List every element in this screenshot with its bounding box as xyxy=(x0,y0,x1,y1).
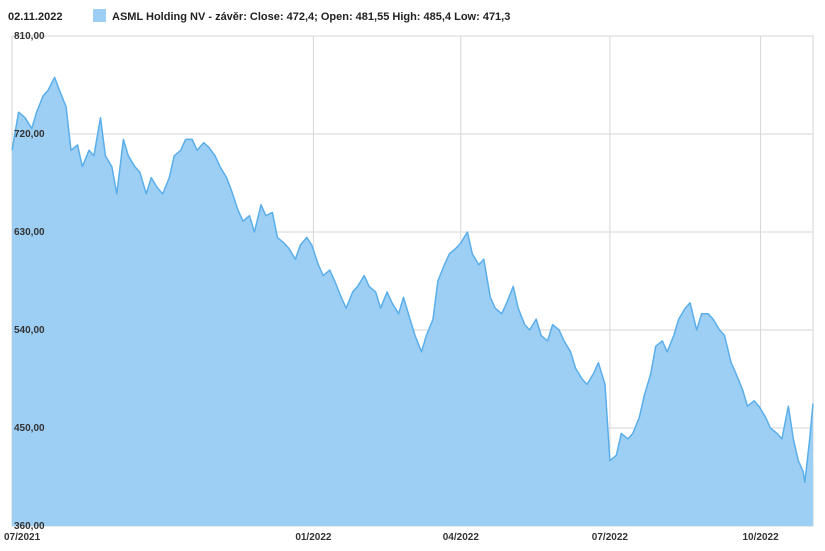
y-tick-label: 540,00 xyxy=(14,325,45,336)
price-area xyxy=(11,76,814,527)
x-tick-label: 07/2022 xyxy=(592,532,629,543)
legend-text: ASML Holding NV - závěr: Close: 472,4; O… xyxy=(112,11,510,23)
legend-swatch xyxy=(93,9,106,22)
series-area xyxy=(12,77,813,527)
y-tick-label: 720,00 xyxy=(14,129,45,140)
chart-date: 02.11.2022 xyxy=(8,11,62,23)
y-tick-label: 630,00 xyxy=(14,227,45,238)
y-axis-ticks: 810,00 720,00 630,00 540,00 450,00 360,00 xyxy=(14,31,45,532)
x-tick-label: 01/2022 xyxy=(295,532,332,543)
series-line xyxy=(11,76,814,484)
x-tick-label: 10/2022 xyxy=(743,532,780,543)
y-tick-label: 360,00 xyxy=(14,521,45,532)
x-tick-label: 04/2022 xyxy=(443,532,480,543)
y-tick-label: 450,00 xyxy=(14,423,45,434)
y-tick-label: 810,00 xyxy=(14,31,45,42)
x-axis-ticks: 07/2021 01/2022 04/2022 07/2022 10/2022 xyxy=(4,532,779,543)
x-tick-label: 07/2021 xyxy=(4,532,41,543)
